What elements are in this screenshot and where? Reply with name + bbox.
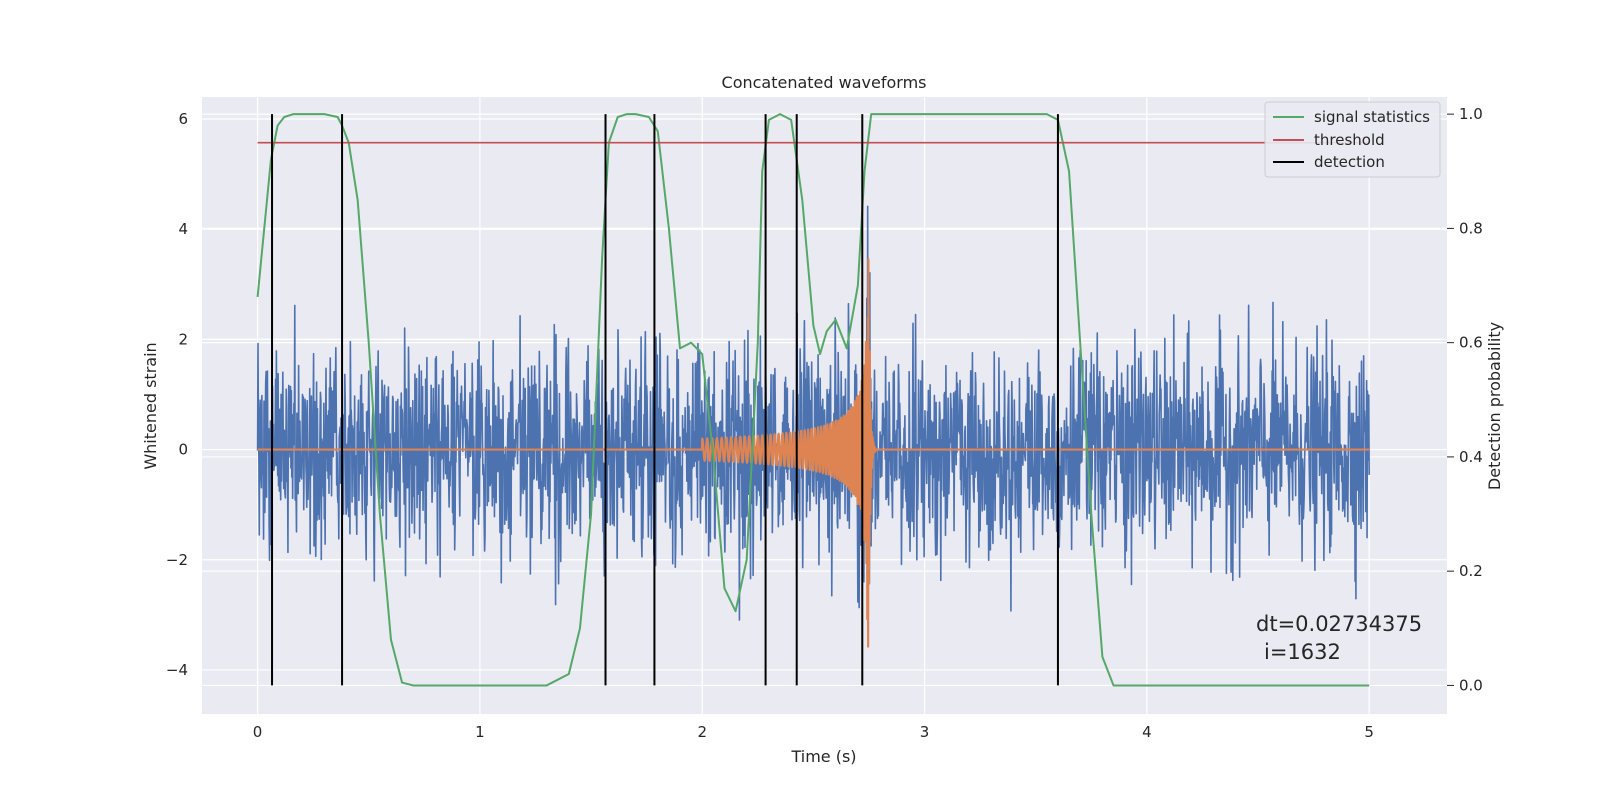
y-right-tick-label: 0.8	[1459, 219, 1483, 237]
legend-label-signal-statistics: signal statistics	[1314, 108, 1430, 126]
y-left-tick-label: 6	[178, 110, 188, 128]
y-right-tick-label: 0.6	[1459, 334, 1483, 352]
x-tick-label: 4	[1142, 723, 1152, 741]
y-right-tick-label: 1.0	[1459, 105, 1483, 123]
x-tick-label: 5	[1364, 723, 1374, 741]
y-left-tick-label: 0	[178, 441, 188, 459]
y-left-tick-label: −2	[166, 551, 188, 569]
annotation-dt: dt=0.02734375	[1256, 612, 1422, 636]
legend-box	[1264, 101, 1441, 178]
legend: signal statistics threshold detection	[1264, 101, 1441, 178]
x-tick-label: 1	[475, 723, 485, 741]
y-right-tick-label: 0.2	[1459, 562, 1483, 580]
y-right-tick-label: 0.4	[1459, 448, 1483, 466]
x-tick-label: 2	[697, 723, 707, 741]
legend-label-detection: detection	[1314, 153, 1385, 171]
y-left-tick-label: 2	[178, 330, 188, 348]
plot-series	[256, 113, 1371, 687]
y-left-tick-label: 4	[178, 220, 188, 238]
y-left-tick-label: −4	[166, 661, 188, 679]
annotation-i: i=1632	[1264, 640, 1341, 664]
legend-label-threshold: threshold	[1314, 131, 1385, 149]
y-right-tick-label: 0.0	[1459, 676, 1483, 694]
injected-waveform-series	[256, 258, 1371, 648]
y-axis-label-left: Whitened strain	[141, 342, 160, 469]
axes: 0 1 2 3 4 5 −4 −2 0 2 4 6 0.0 0.2 0.4 0.6 0.8 1.0	[166, 105, 1483, 741]
x-axis-label: Time (s)	[790, 747, 856, 766]
chart-title: Concatenated waveforms	[722, 73, 927, 92]
x-tick-label: 3	[920, 723, 930, 741]
signal-statistics-line	[256, 113, 1370, 687]
y-axis-label-right: Detection probability	[1485, 322, 1504, 490]
x-tick-label: 0	[253, 723, 263, 741]
